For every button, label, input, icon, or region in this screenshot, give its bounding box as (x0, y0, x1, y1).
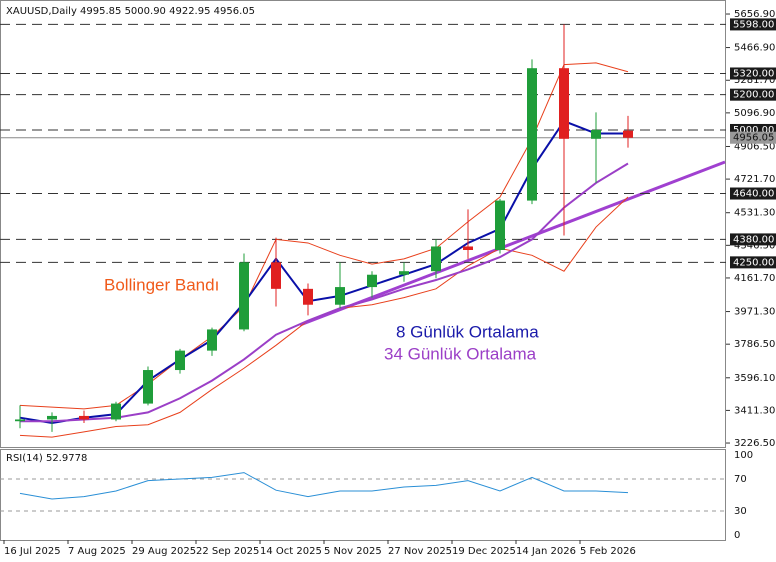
level-label: 5320.00 (733, 68, 774, 79)
level-label-box (730, 187, 776, 200)
level-label-box (730, 233, 776, 246)
candle-body (495, 200, 505, 251)
x-tick-label: 5 Nov 2025 (324, 546, 382, 557)
y-tick-label: 3226.50 (734, 438, 775, 449)
price-panel-frame (0, 0, 726, 448)
candle-body (239, 262, 249, 330)
candle-body (623, 130, 633, 138)
y-tick-label: 4906.50 (734, 141, 775, 152)
annotation: 34 Günlük Ortalama (384, 344, 537, 363)
last-price-label: 4956.05 (733, 133, 774, 144)
annotation: 8 Günlük Ortalama (396, 322, 539, 341)
candle-body (207, 329, 217, 351)
trend-line (299, 160, 726, 327)
level-label-box (730, 88, 776, 101)
candle-body (527, 68, 537, 201)
y-tick-label: 4346.50 (734, 240, 775, 251)
y-tick-label: 3786.50 (734, 339, 775, 350)
x-tick-label: 14 Jan 2026 (516, 546, 576, 557)
chart-header: XAUUSD,Daily 4995.85 5000.90 4922.95 495… (6, 6, 255, 17)
candle-body (335, 287, 345, 305)
rsi-title: RSI(14) 52.9778 (6, 453, 87, 464)
level-label-box (730, 67, 776, 80)
x-tick-label: 16 Jul 2025 (4, 546, 61, 557)
y-tick-label: 3971.30 (734, 307, 775, 318)
y-tick-label: 5656.90 (734, 9, 775, 20)
y-tick-label: 5281.70 (734, 75, 775, 86)
rsi-tick-label: 70 (734, 474, 747, 485)
candle-body (175, 350, 185, 371)
y-tick-label: 3596.10 (734, 373, 775, 384)
candle-body (367, 274, 377, 288)
rsi-tick-label: 100 (734, 450, 753, 461)
level-label: 5598.00 (733, 19, 774, 30)
x-tick-label: 19 Dec 2025 (452, 546, 516, 557)
last-price-box (730, 131, 776, 144)
candle-body (431, 246, 441, 272)
candle-body (399, 271, 409, 275)
candle-body (47, 415, 57, 420)
y-tick-label: 5096.90 (734, 108, 775, 119)
y-tick-label: 4531.30 (734, 208, 775, 219)
y-tick-label: 4721.70 (734, 174, 775, 185)
annotation: Bollinger Bandı (104, 275, 219, 294)
candle-body (591, 129, 601, 139)
y-tick-label: 4161.70 (734, 273, 775, 284)
rsi-panel-frame (0, 449, 726, 541)
candle-body (15, 419, 25, 422)
candle-body (271, 262, 281, 289)
level-label: 5000.00 (733, 125, 774, 136)
indicator-line (19, 119, 628, 425)
x-tick-label: 29 Aug 2025 (132, 546, 196, 557)
indicator-line (19, 62, 629, 410)
candle-body (559, 68, 569, 139)
x-tick-label: 22 Sep 2025 (196, 546, 259, 557)
level-label-box (730, 18, 776, 31)
level-label: 5200.00 (733, 90, 774, 101)
x-tick-label: 27 Nov 2025 (388, 546, 452, 557)
y-tick-label: 3411.30 (734, 405, 775, 416)
rsi-line (19, 472, 629, 500)
rsi-tick-label: 0 (734, 530, 740, 541)
level-label-box (730, 256, 776, 269)
candle-body (463, 246, 473, 251)
level-label: 4250.00 (733, 257, 774, 268)
candle-body (303, 288, 313, 305)
y-tick-label: 5466.90 (734, 43, 775, 54)
x-tick-label: 14 Oct 2025 (260, 546, 322, 557)
candle-body (111, 403, 121, 420)
x-tick-label: 5 Feb 2026 (580, 546, 636, 557)
rsi-tick-label: 30 (734, 506, 747, 517)
indicator-line (20, 162, 629, 423)
candle-body (143, 370, 153, 404)
level-label: 4640.00 (733, 189, 774, 200)
candle-body (79, 415, 89, 420)
level-label: 4380.00 (733, 234, 774, 245)
x-tick-label: 7 Aug 2025 (68, 546, 126, 557)
